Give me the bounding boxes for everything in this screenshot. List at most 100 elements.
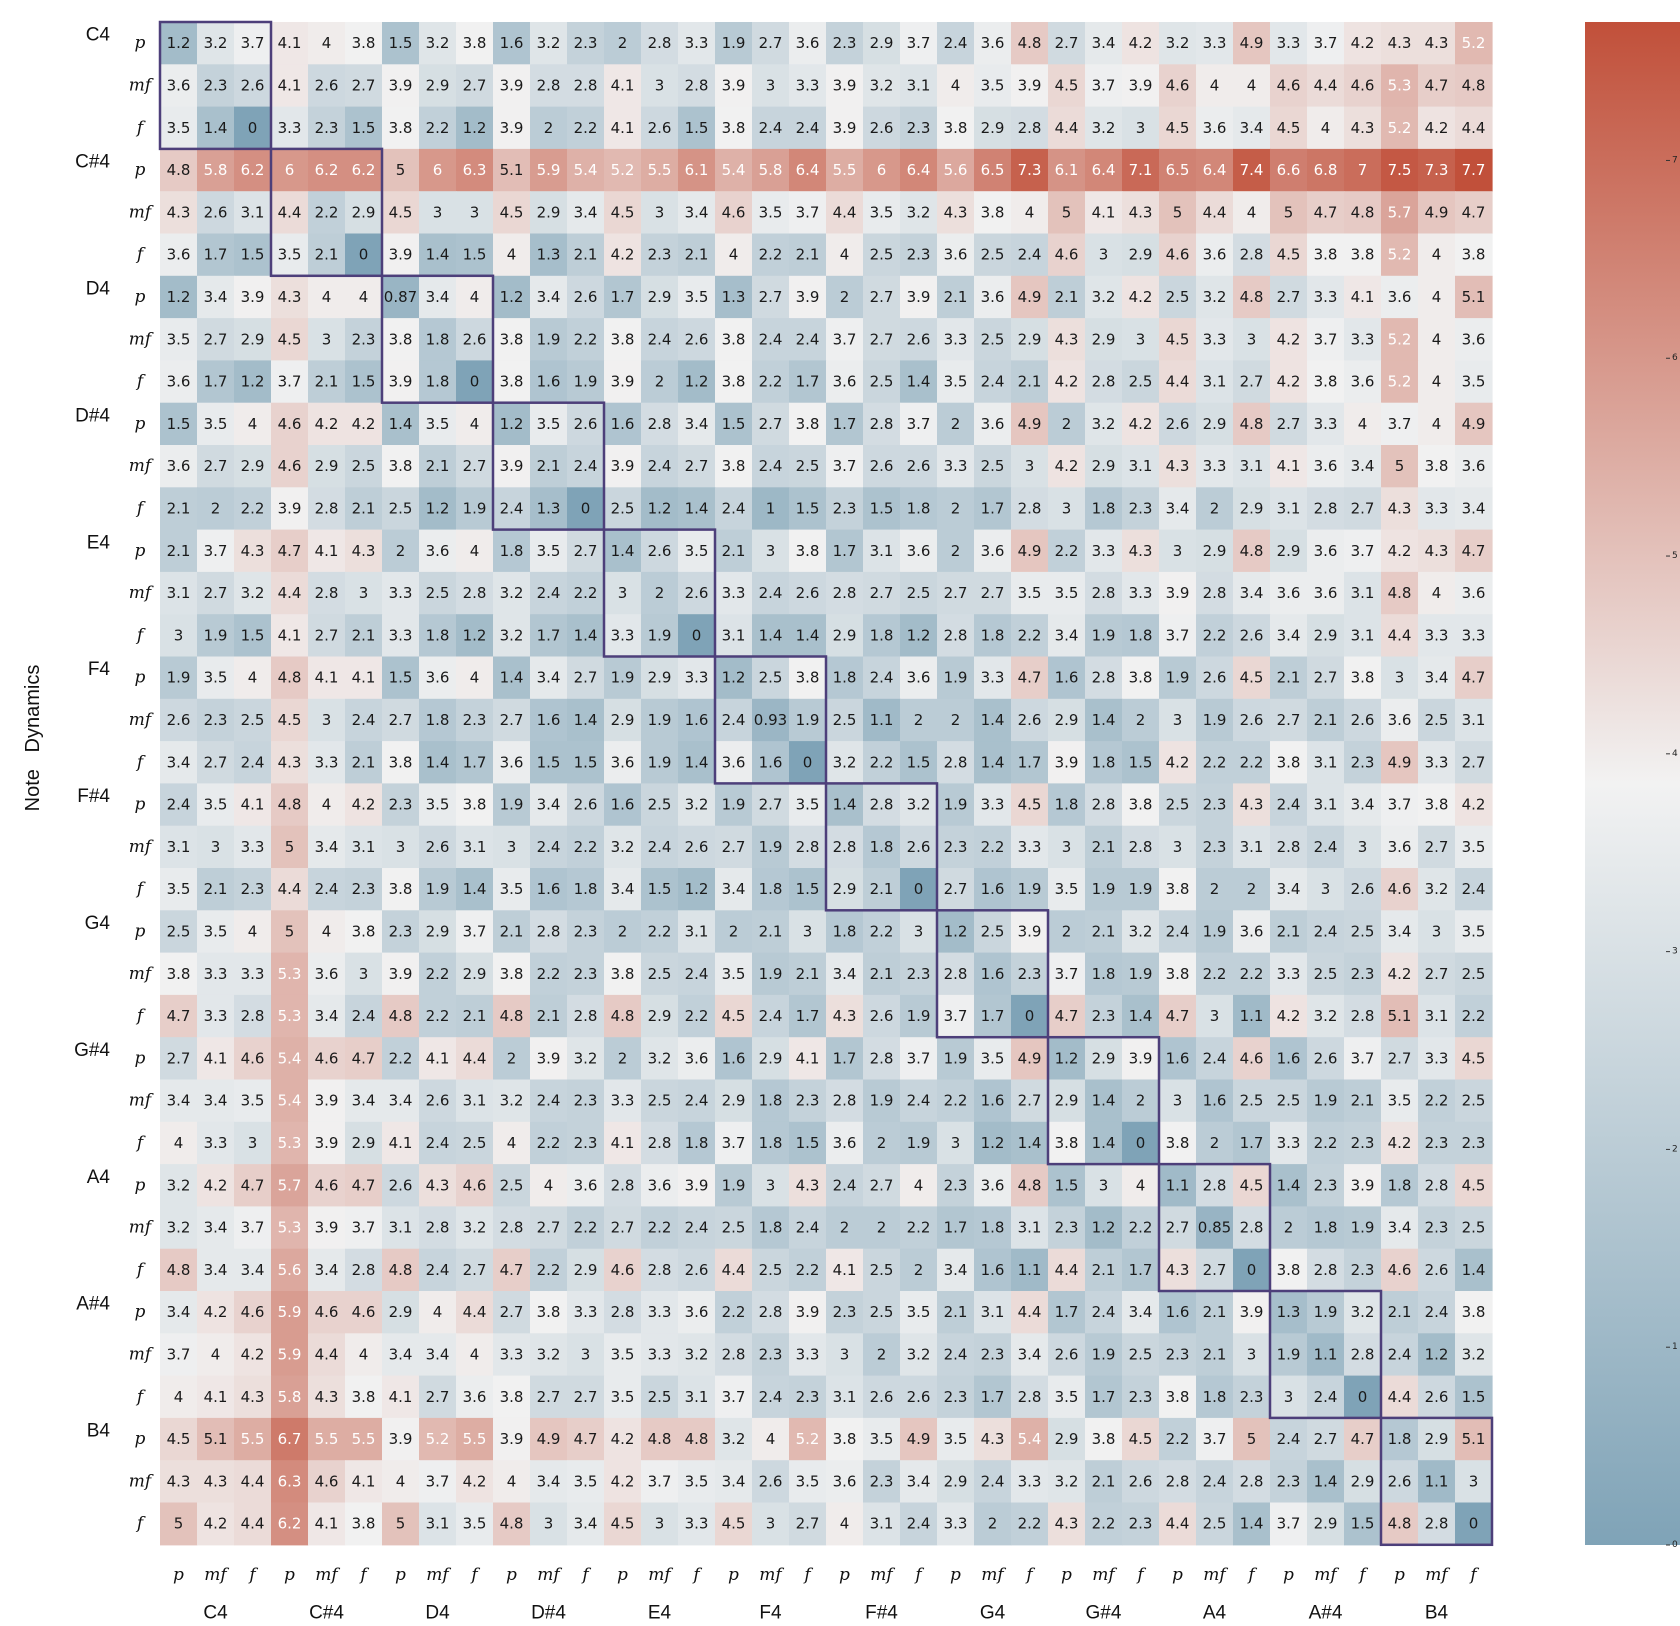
cell-value-label: 2 — [1062, 922, 1072, 940]
heatmap-cell — [1455, 698, 1493, 742]
cell-value-label: 1.8 — [870, 626, 894, 644]
cell-value-label: 3 — [1173, 542, 1183, 560]
cell-value-label: 5.4 — [1018, 1430, 1042, 1448]
cell-value-label: 3.6 — [981, 288, 1005, 306]
cell-value-label: 2.4 — [944, 1345, 968, 1363]
cell-value-label: 3.8 — [389, 119, 413, 137]
heatmap-cell — [382, 402, 420, 446]
cell-value-label: 3.1 — [722, 626, 746, 644]
cell-value-label: 3.1 — [1462, 711, 1486, 729]
cell-value-label: 2.8 — [1240, 1472, 1264, 1490]
heatmap-cell — [271, 402, 309, 446]
heatmap-cell — [937, 445, 975, 488]
cell-value-label: 2.5 — [1277, 1092, 1301, 1110]
cell-value-label: 2.9 — [722, 1092, 746, 1110]
cell-value-label: 4.4 — [1018, 1303, 1042, 1321]
heatmap-cell — [1011, 825, 1049, 869]
heatmap-cell — [345, 275, 383, 319]
cell-value-label: 5.5 — [648, 161, 672, 179]
heatmap-cell — [789, 191, 827, 235]
cell-value-label: 1.9 — [796, 711, 820, 729]
heatmap-cell — [974, 445, 1012, 488]
cell-value-label: 2.7 — [1462, 753, 1486, 771]
cell-value-label: 3.8 — [1425, 796, 1449, 814]
row-note-label: C#4 — [75, 152, 110, 173]
cell-value-label: 3.7 — [722, 1388, 746, 1406]
cell-value-label: 7.3 — [1018, 161, 1042, 179]
heatmap-cell — [1048, 22, 1086, 65]
heatmap-cell — [715, 22, 753, 65]
cell-value-label: 0 — [1469, 1515, 1479, 1533]
heatmap-cell — [1048, 656, 1086, 700]
cell-value-label: 3.5 — [981, 1049, 1005, 1067]
heatmap-cell — [419, 64, 457, 108]
heatmap-cell — [937, 487, 975, 531]
heatmap-cell — [1418, 64, 1456, 108]
cell-value-label: 2 — [951, 711, 961, 729]
cell-value-label: 0 — [1025, 1007, 1035, 1025]
cell-value-label: 2.1 — [870, 880, 894, 898]
cell-value-label: 3.1 — [1203, 373, 1227, 391]
cell-value-label: 3.4 — [537, 796, 561, 814]
cell-value-label: 1.6 — [685, 711, 709, 729]
cell-value-label: 4.1 — [611, 76, 635, 94]
cell-value-label: 4.5 — [1018, 796, 1042, 814]
col-dynamics-label: mf — [648, 1565, 673, 1585]
cell-value-label: 3.5 — [1055, 1388, 1079, 1406]
heatmap-cell — [345, 318, 383, 361]
heatmap-cell — [1122, 698, 1160, 742]
cell-value-label: 3.4 — [1055, 626, 1079, 644]
cell-value-label: 1.6 — [611, 796, 635, 814]
cell-value-label: 3.9 — [1055, 753, 1079, 771]
cell-value-label: 5.3 — [278, 1007, 302, 1025]
cell-value-label: 1.7 — [796, 1007, 820, 1025]
heatmap-cell — [900, 148, 938, 192]
cell-value-label: 1.5 — [796, 1134, 820, 1152]
heatmap-cell — [456, 614, 494, 658]
cell-value-label: 4.9 — [907, 1430, 931, 1448]
heatmap-cell — [234, 106, 272, 150]
cell-value-label: 2 — [1210, 880, 1220, 898]
cell-value-label: 4.1 — [611, 1134, 635, 1152]
cell-value-label: 2.4 — [796, 330, 820, 348]
cell-value-label: 4.3 — [1055, 1515, 1079, 1533]
heatmap-cell — [567, 275, 605, 319]
heatmap-cell — [456, 191, 494, 235]
heatmap-cell — [789, 360, 827, 404]
heatmap-cell — [493, 487, 531, 531]
cell-value-label: 2.2 — [537, 1261, 561, 1279]
heatmap-cell — [1233, 64, 1271, 108]
cell-value-label: 4.2 — [1129, 415, 1153, 433]
cell-value-label: 4.6 — [241, 1049, 265, 1067]
cell-value-label: 2.5 — [1129, 373, 1153, 391]
heatmap-cell — [1270, 318, 1308, 361]
cell-value-label: 3 — [914, 922, 924, 940]
cell-value-label: 3.1 — [685, 1388, 709, 1406]
heatmap-cell — [1233, 402, 1271, 446]
cell-value-label: 3.6 — [1314, 584, 1338, 602]
row-dynamics-label: mf — [129, 1091, 154, 1111]
cell-value-label: 1.9 — [722, 796, 746, 814]
col-dynamics-label: f — [1468, 1565, 1479, 1585]
heatmap-cell — [382, 825, 420, 869]
cell-value-label: 5.2 — [1388, 119, 1412, 137]
cell-value-label: 1.6 — [981, 1092, 1005, 1110]
col-dynamics-label: p — [1061, 1565, 1072, 1585]
cell-value-label: 3.4 — [1462, 499, 1486, 517]
cell-value-label: 1.6 — [537, 373, 561, 391]
cell-value-label: 1.5 — [389, 34, 413, 52]
cell-value-label: 6.1 — [685, 161, 709, 179]
cell-value-label: 2.8 — [611, 1303, 635, 1321]
cell-value-label: 4.4 — [1388, 626, 1412, 644]
cell-value-label: 2.4 — [833, 1176, 857, 1194]
cell-value-label: 5.1 — [1462, 1430, 1486, 1448]
cell-value-label: 3.9 — [389, 965, 413, 983]
cell-value-label: 2.6 — [685, 584, 709, 602]
cell-value-label: 2.6 — [574, 796, 598, 814]
row-dynamics-label: p — [135, 1048, 146, 1068]
cell-value-label: 3.7 — [1314, 330, 1338, 348]
cell-value-label: 2.5 — [1240, 1092, 1264, 1110]
cell-value-label: 2.2 — [1018, 626, 1042, 644]
cell-value-label: 3.2 — [1055, 1472, 1079, 1490]
heatmap-cell — [197, 571, 235, 615]
